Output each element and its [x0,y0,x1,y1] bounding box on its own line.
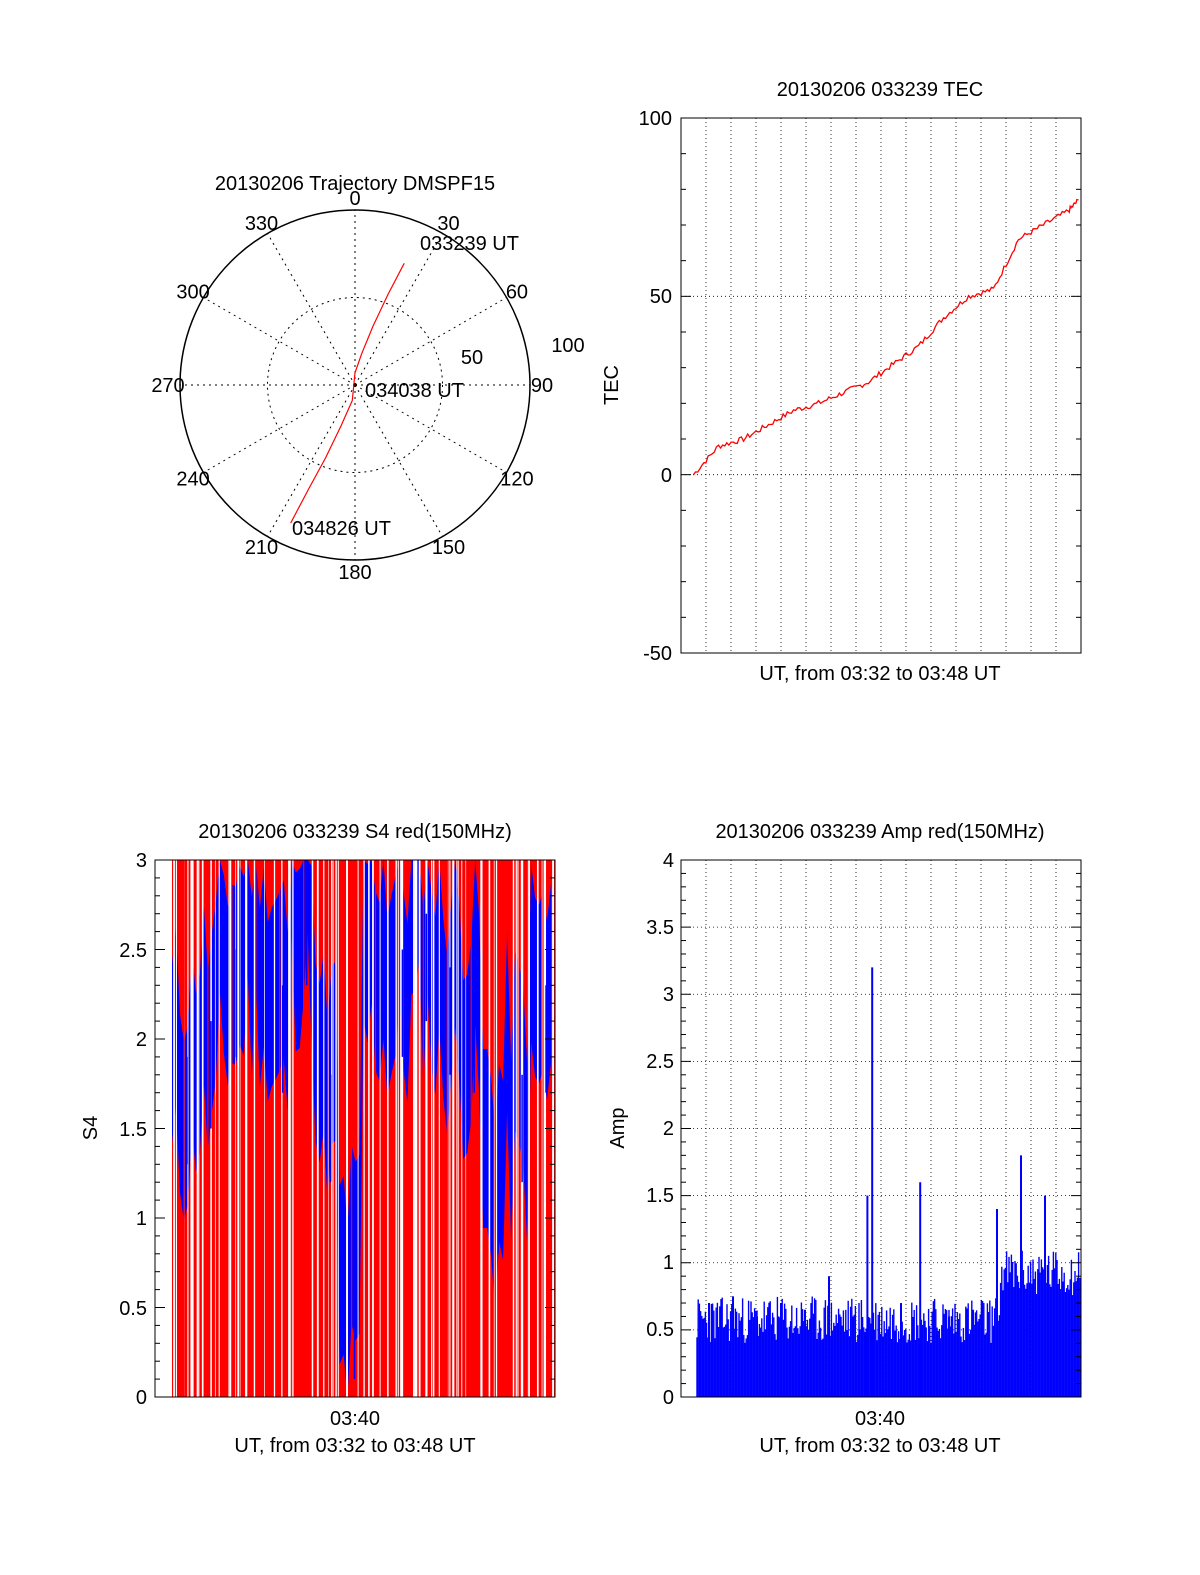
s4-ylabel: S4 [80,1116,102,1140]
tec-ytick-50: 50 [650,286,672,308]
polar-spoke-60 [354,297,507,386]
amp-ytick-2: 2 [663,1118,674,1140]
s4-ytick-0: 0 [136,1387,147,1409]
s4-blue-band [172,860,551,1397]
amp-bars [696,967,1081,1397]
s4-panel: 20130206 033239 S4 red(150MHz) 3 2.5 2 1… [80,821,556,1457]
s4-ytick-2: 2 [136,1029,147,1051]
tec-panel: 20130206 033239 TEC 100 50 0 -50 TEC UT,… [601,79,1082,685]
tec-ytick-0: 0 [661,465,672,487]
s4-ytick-1: 1 [136,1208,147,1230]
tec-y-ticks [681,117,1081,654]
trajectory-start-label: 033239 UT [420,233,519,255]
polar-spoke-120 [354,384,507,473]
polar-azimuth-label-120: 120 [500,469,533,491]
amp-ytick-3-5: 3.5 [646,917,674,939]
polar-spokes [180,210,530,560]
tec-grid [681,118,1081,653]
amp-grid [681,860,1081,1397]
amp-ytick-0: 0 [663,1387,674,1409]
amp-ylabel: Amp [607,1107,629,1148]
polar-azimuth-label-240: 240 [176,469,209,491]
polar-radial-label-100: 100 [551,335,584,357]
s4-xtick-0340: 03:40 [330,1408,380,1430]
trajectory-mid-label: 034038 UT [365,380,464,402]
s4-xlabel: UT, from 03:32 to 03:48 UT [234,1435,475,1457]
tec-ylabel: TEC [601,365,623,405]
amp-xtick-0340: 03:40 [855,1408,905,1430]
amp-ytick-1-5: 1.5 [646,1185,674,1207]
polar-spoke-30 [354,233,443,386]
tec-plot-frame [680,117,1082,654]
polar-azimuth-label-270: 270 [151,375,184,397]
trajectory-line [290,263,405,524]
s4-ytick-0-5: 0.5 [119,1298,147,1320]
s4-y-ticks [155,859,555,1398]
polar-spoke-300 [203,297,356,386]
amp-xlabel: UT, from 03:32 to 03:48 UT [759,1435,1000,1457]
polar-azimuth-label-180: 180 [338,562,371,584]
polar-spoke-210 [267,384,356,537]
s4-ytick-1-5: 1.5 [119,1119,147,1141]
polar-spoke-240 [203,384,356,473]
polar-azimuth-label-30: 30 [437,213,459,235]
tec-title: 20130206 033239 TEC [777,79,983,101]
amp-panel: 20130206 033239 Amp red(150MHz) 4 3.5 3 … [607,821,1082,1457]
tec-ytick-minus50: -50 [643,643,672,665]
amp-ytick-2-5: 2.5 [646,1051,674,1073]
trajectory-panel: 20130206 Trajectory DMSPF15 0 30 60 90 120 15… [151,173,584,584]
polar-azimuth-label-300: 300 [176,282,209,304]
amp-y-ticks [681,859,1081,1398]
polar-azimuth-label-0: 0 [349,188,360,210]
amp-ytick-1: 1 [663,1252,674,1274]
polar-radial-label-50: 50 [461,347,483,369]
s4-title: 20130206 033239 S4 red(150MHz) [198,821,512,843]
polar-azimuth-label-60: 60 [506,282,528,304]
polar-azimuth-label-90: 90 [531,375,553,397]
polar-inner-circle [267,297,443,473]
polar-azimuth-label-330: 330 [245,213,278,235]
s4-bars [172,860,555,1397]
trajectory-end-label: 034826 UT [292,518,391,540]
polar-azimuth-label-210: 210 [245,537,278,559]
tec-ytick-100: 100 [639,108,672,130]
amp-ytick-3: 3 [663,984,674,1006]
tec-series-line [692,198,1079,476]
tec-xlabel: UT, from 03:32 to 03:48 UT [759,663,1000,685]
s4-ytick-3: 3 [136,850,147,872]
amp-ytick-0-5: 0.5 [646,1319,674,1341]
s4-ytick-2-5: 2.5 [119,940,147,962]
polar-spoke-330 [267,233,356,386]
polar-spoke-150 [354,384,443,537]
trajectory-title: 20130206 Trajectory DMSPF15 [215,173,495,195]
polar-azimuth-labels: 0 30 60 90 120 150 180 210 240 270 300 330 [151,188,553,584]
polar-azimuth-label-150: 150 [432,537,465,559]
amp-ytick-4: 4 [663,850,674,872]
amp-title: 20130206 033239 Amp red(150MHz) [715,821,1044,843]
